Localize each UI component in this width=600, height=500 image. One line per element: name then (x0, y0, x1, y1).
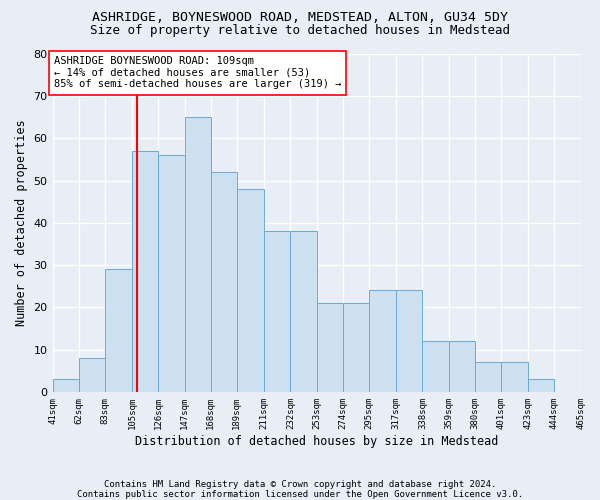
Bar (211, 172, 237, 392)
Bar (449, 341, 475, 392)
Bar (237, 189, 264, 392)
X-axis label: Distribution of detached houses by size in Medstead: Distribution of detached houses by size … (135, 434, 498, 448)
Text: ASHRIDGE BOYNESWOOD ROAD: 109sqm
← 14% of detached houses are smaller (53)
85% o: ASHRIDGE BOYNESWOOD ROAD: 109sqm ← 14% o… (54, 56, 341, 90)
Bar (132, 151, 158, 392)
Text: Contains HM Land Registry data © Crown copyright and database right 2024.
Contai: Contains HM Land Registry data © Crown c… (77, 480, 523, 499)
Text: ASHRIDGE, BOYNESWOOD ROAD, MEDSTEAD, ALTON, GU34 5DY: ASHRIDGE, BOYNESWOOD ROAD, MEDSTEAD, ALT… (92, 11, 508, 24)
Bar (105, 270, 132, 392)
Bar (501, 362, 528, 392)
Bar (53, 379, 79, 392)
Text: Size of property relative to detached houses in Medstead: Size of property relative to detached ho… (90, 24, 510, 37)
Bar (369, 290, 396, 392)
Bar (422, 341, 449, 392)
Bar (396, 290, 422, 392)
Bar (528, 379, 554, 392)
Bar (317, 303, 343, 392)
Bar (264, 232, 290, 392)
Bar (343, 303, 369, 392)
Bar (475, 362, 501, 392)
Bar (290, 232, 317, 392)
Bar (185, 118, 211, 392)
Bar (79, 358, 105, 392)
Bar (158, 156, 185, 392)
Y-axis label: Number of detached properties: Number of detached properties (15, 120, 28, 326)
